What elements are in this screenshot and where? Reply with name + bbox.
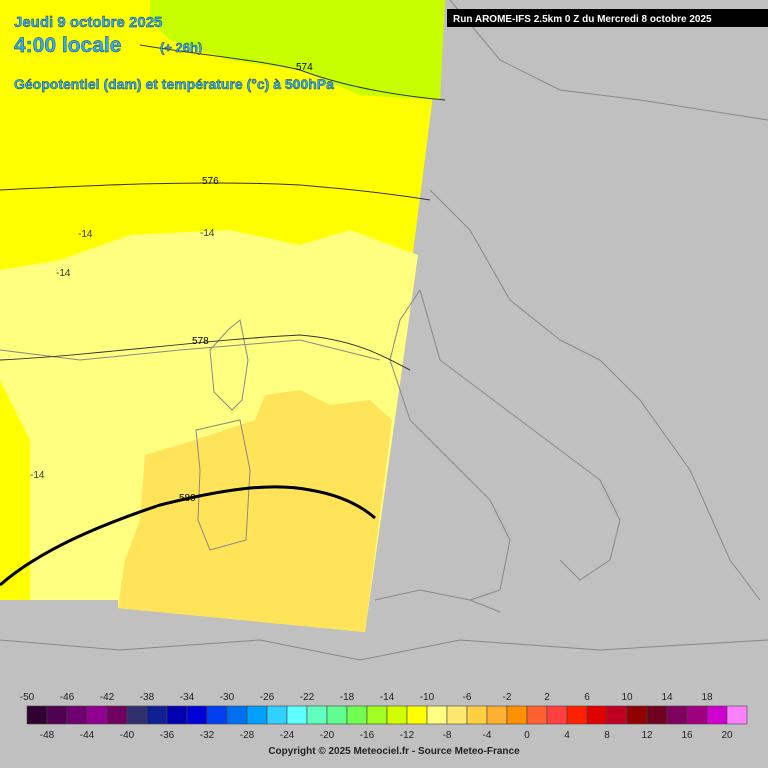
contour-label: 580 (179, 493, 196, 504)
legend-swatch (446, 705, 468, 725)
legend-label: -4 (483, 730, 492, 741)
legend-swatch (486, 705, 508, 725)
legend-label: 0 (524, 730, 530, 741)
legend-label: -36 (160, 730, 175, 741)
contour-label: 574 (296, 62, 313, 73)
legend-swatch (666, 705, 688, 725)
legend-swatch (226, 705, 248, 725)
legend-swatch (426, 705, 448, 725)
legend-label: -44 (80, 730, 95, 741)
legend-label: 8 (604, 730, 610, 741)
legend-label: 12 (641, 730, 653, 741)
run-info: Run AROME-IFS 2.5km 0 Z du Mercredi 8 oc… (453, 14, 712, 25)
legend-label: -48 (40, 730, 55, 741)
legend-swatch (586, 705, 608, 725)
time: 4:00 locale (14, 34, 121, 57)
borders (0, 0, 768, 661)
contour-label: 578 (192, 336, 209, 347)
zone-574 (150, 0, 445, 100)
legend-swatch (306, 705, 328, 725)
legend-swatch (466, 705, 488, 725)
legend-label: 16 (681, 730, 693, 741)
legend-label: -10 (420, 692, 435, 703)
legend-label: 20 (721, 730, 733, 741)
legend-label: -16 (360, 730, 375, 741)
field-title: Géopotentiel (dam) et température (°c) à… (14, 76, 334, 92)
temperature-label: -14 (78, 229, 93, 240)
legend-label: 14 (661, 692, 673, 703)
temperature-label: -14 (30, 470, 45, 481)
legend-swatch (386, 705, 408, 725)
legend-swatch (266, 705, 288, 725)
zone-warm (118, 390, 392, 632)
legend-label: -8 (443, 730, 452, 741)
legend-label: -42 (100, 692, 115, 703)
legend-swatch (186, 705, 208, 725)
legend-swatch (86, 705, 108, 725)
legend-label: 6 (584, 692, 590, 703)
legend-label: -28 (240, 730, 255, 741)
legend-label: -40 (120, 730, 135, 741)
legend-label: -26 (260, 692, 275, 703)
legend-label: 10 (621, 692, 633, 703)
legend-swatch (726, 705, 748, 725)
legend-swatch (506, 705, 528, 725)
copyright: Copyright © 2025 Meteociel.fr - Source M… (268, 746, 520, 757)
temperature-label: -14 (56, 268, 71, 279)
legend-label: -14 (380, 692, 395, 703)
legend-swatch (326, 705, 348, 725)
contour-label: 576 (202, 176, 219, 187)
legend-label: -38 (140, 692, 155, 703)
legend-label: 4 (564, 730, 570, 741)
legend-swatch (106, 705, 128, 725)
legend-swatch (546, 705, 568, 725)
date: Jeudi 9 octobre 2025 (14, 14, 162, 31)
run-box (447, 9, 768, 27)
legend-label: -34 (180, 692, 195, 703)
legend-swatch (26, 705, 48, 725)
legend-label: -32 (200, 730, 215, 741)
legend-label: -46 (60, 692, 75, 703)
legend-swatch (406, 705, 428, 725)
legend-swatch (626, 705, 648, 725)
legend-label: -2 (503, 692, 512, 703)
legend-swatch (366, 705, 388, 725)
legend-swatch (646, 705, 668, 725)
isohypses (0, 44, 446, 587)
legend-label: -12 (400, 730, 415, 741)
legend-label: -24 (280, 730, 295, 741)
lead-time: (+ 26h) (160, 40, 202, 55)
legend-swatch (346, 705, 368, 725)
legend-swatch (46, 705, 68, 725)
legend-swatch (286, 705, 308, 725)
legend-label: -30 (220, 692, 235, 703)
legend-swatch (246, 705, 268, 725)
legend-swatch (206, 705, 228, 725)
legend: -50-48-46-44-42-40-38-36-34-32-30-28-26-… (20, 692, 748, 741)
legend-swatch (706, 705, 728, 725)
legend-label: -50 (20, 692, 35, 703)
legend-swatch (126, 705, 148, 725)
legend-swatch (66, 705, 88, 725)
legend-swatch (566, 705, 588, 725)
legend-swatch (606, 705, 628, 725)
legend-label: -22 (300, 692, 315, 703)
legend-label: -20 (320, 730, 335, 741)
temperature-label: -14 (200, 228, 215, 239)
legend-swatch (526, 705, 548, 725)
legend-swatch (166, 705, 188, 725)
legend-swatch (146, 705, 168, 725)
legend-label: 2 (544, 692, 550, 703)
legend-swatch (686, 705, 708, 725)
legend-label: -6 (463, 692, 472, 703)
legend-label: -18 (340, 692, 355, 703)
legend-label: 18 (701, 692, 713, 703)
